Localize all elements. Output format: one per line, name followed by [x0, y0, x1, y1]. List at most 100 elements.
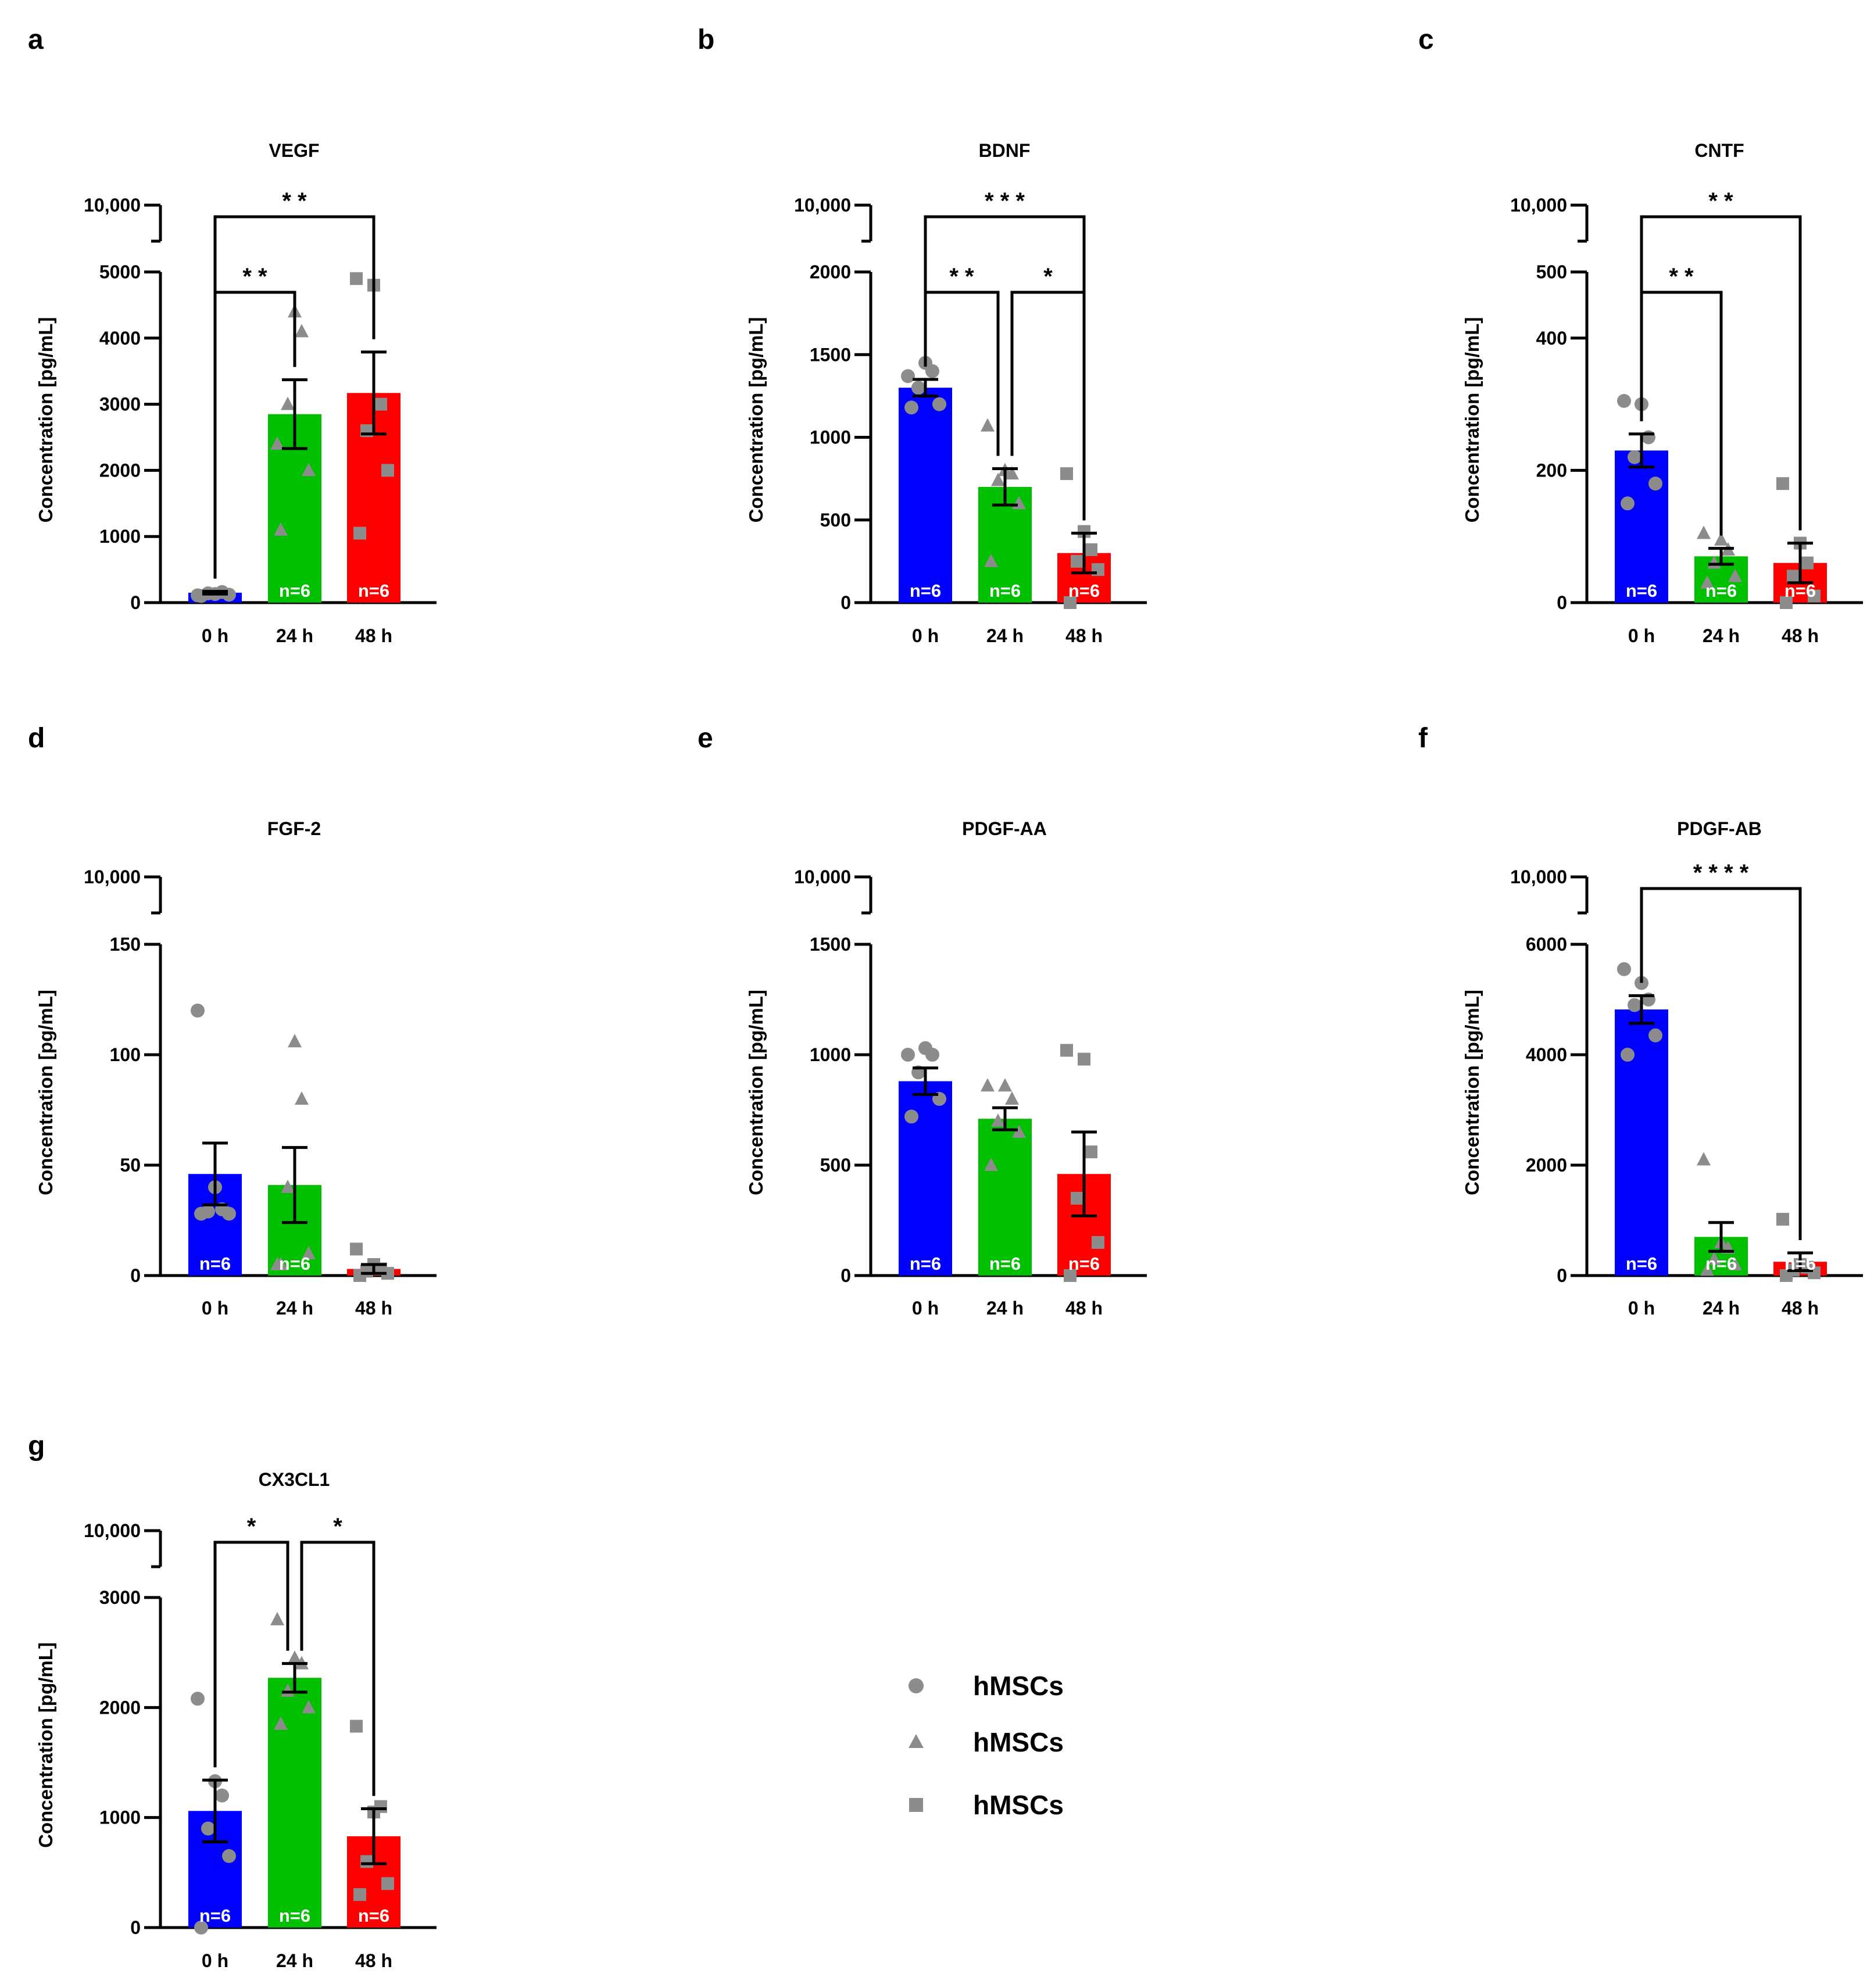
n-label: n=6: [1705, 1253, 1737, 1274]
significance-label: * *: [1669, 264, 1694, 289]
data-point: [1728, 1257, 1742, 1270]
n-label: n=6: [1705, 581, 1737, 601]
chart-title: PDGF-AA: [962, 818, 1047, 839]
x-tick-label: 0 h: [1628, 1298, 1655, 1319]
significance-label: *: [1043, 264, 1053, 289]
y-axis-label: Concentration [pg/mL]: [745, 990, 767, 1195]
data-point: [1808, 589, 1821, 603]
data-point: [1700, 575, 1714, 589]
n-label: n=6: [358, 581, 389, 601]
data-point: [998, 1078, 1012, 1092]
x-tick-label: 48 h: [355, 1298, 392, 1319]
data-point: [981, 1078, 995, 1092]
bar: [899, 1081, 952, 1276]
n-label: n=6: [1626, 1253, 1657, 1274]
data-point: [350, 1242, 363, 1256]
data-point: [1648, 477, 1662, 491]
chart-panel-e: e PDGF-AA Concentration [pg/mL] 10,000 0 500 1…: [698, 723, 1147, 1319]
x-tick-label: 24 h: [986, 1298, 1024, 1319]
panel-label: a: [28, 24, 44, 55]
significance-bracket: [213, 1541, 289, 1768]
data-point: [222, 1849, 236, 1863]
legend-label: hMSCs: [973, 1727, 1064, 1757]
data-point: [991, 1113, 1005, 1127]
data-point: [288, 1034, 302, 1048]
y-tick-label: 10,000: [1510, 195, 1567, 216]
data-point: [374, 397, 387, 411]
x-tick-label: 0 h: [202, 1950, 228, 1971]
y-tick-label: 1000: [810, 1044, 851, 1065]
y-tick-label: 2000: [810, 262, 851, 282]
data-point: [1060, 1044, 1073, 1057]
x-tick-label: 48 h: [355, 625, 392, 646]
significance-label: * *: [949, 264, 974, 289]
data-point: [360, 1855, 373, 1868]
data-point: [1714, 532, 1728, 546]
data-point: [1697, 525, 1711, 539]
data-point: [1700, 1262, 1714, 1276]
panel-label: d: [28, 723, 45, 754]
x-tick-label: 48 h: [355, 1950, 392, 1971]
y-tick-label: 0: [1557, 592, 1567, 613]
y-tick-label: 100: [110, 1044, 141, 1065]
chart-panel-c: c CNTF Concentration [pg/mL] 10,000 0 200 400 5…: [1418, 24, 1863, 646]
panel-label: c: [1418, 24, 1434, 55]
panel-label: f: [1418, 723, 1428, 754]
x-tick-label: 48 h: [1782, 1298, 1819, 1319]
n-label: n=6: [1068, 581, 1100, 601]
bar: [268, 1678, 321, 1928]
n-label: n=6: [1784, 1253, 1816, 1274]
data-point: [281, 1180, 295, 1193]
data-point: [1064, 1269, 1077, 1282]
significance-label: * *: [242, 264, 267, 289]
legend-circle-marker: [909, 1678, 924, 1693]
y-tick-label: 1000: [99, 526, 141, 547]
y-axis-label: Concentration [pg/mL]: [35, 990, 56, 1195]
data-point: [1085, 543, 1097, 556]
n-label: n=6: [358, 1905, 389, 1926]
data-point: [191, 1004, 205, 1018]
data-point: [270, 436, 284, 450]
y-tick-label: 0: [130, 1265, 141, 1286]
legend-triangle-marker: [909, 1734, 924, 1748]
data-point: [1092, 1236, 1104, 1249]
y-tick-label: 0: [130, 1917, 141, 1938]
y-tick-label: 2000: [99, 1697, 141, 1718]
n-label: n=6: [199, 1253, 231, 1274]
data-point: [904, 400, 918, 415]
chart-title: CX3CL1: [259, 1469, 330, 1490]
data-point: [1776, 477, 1789, 490]
n-label: n=6: [910, 1253, 941, 1274]
data-point: [201, 1821, 215, 1836]
x-tick-label: 0 h: [202, 1298, 228, 1319]
significance-label: * * *: [985, 188, 1025, 214]
chart-title: FGF-2: [267, 818, 321, 839]
data-point: [281, 396, 295, 410]
significance-label: *: [247, 1514, 256, 1539]
data-point: [991, 472, 1005, 486]
data-point: [1085, 1145, 1097, 1159]
y-axis-label: Concentration [pg/mL]: [35, 1642, 56, 1848]
significance-bracket: [924, 215, 1086, 521]
n-label: n=6: [279, 1905, 310, 1926]
y-tick-label: 4000: [99, 328, 141, 349]
data-point: [302, 1700, 316, 1714]
data-point: [1635, 976, 1648, 990]
data-point: [1005, 1091, 1019, 1105]
panel-label: g: [28, 1431, 45, 1462]
data-point: [1628, 998, 1641, 1012]
data-point: [901, 369, 915, 384]
data-point: [1780, 596, 1793, 609]
y-tick-label: 500: [820, 1155, 851, 1176]
y-tick-label: 200: [1536, 460, 1567, 481]
x-tick-label: 0 h: [202, 625, 228, 646]
n-label: n=6: [989, 581, 1021, 601]
data-point: [353, 526, 366, 540]
bar: [899, 388, 952, 603]
y-tick-label: 2000: [1526, 1155, 1567, 1176]
data-point: [353, 1888, 366, 1901]
data-point: [1071, 1192, 1083, 1205]
x-tick-label: 0 h: [1628, 625, 1655, 646]
chart-title: BDNF: [979, 140, 1031, 161]
y-axis-label: Concentration [pg/mL]: [35, 317, 56, 523]
